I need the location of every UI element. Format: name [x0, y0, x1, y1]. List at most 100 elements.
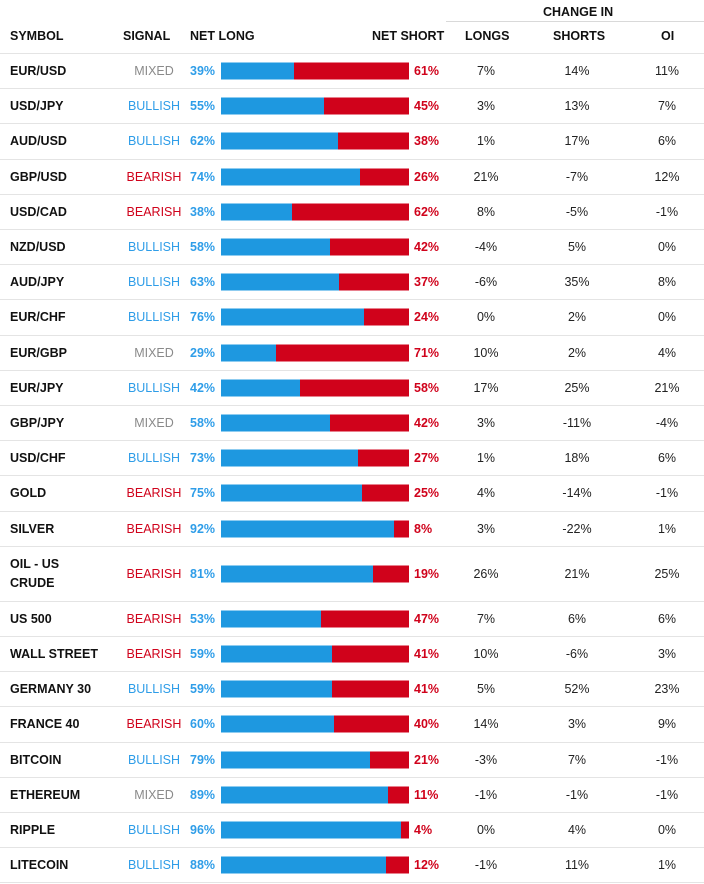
net-long-value: 63% [190, 275, 216, 290]
net-short-value: 21% [414, 752, 440, 767]
change-shorts-value: 5% [567, 240, 587, 255]
net-long-fill [221, 786, 389, 804]
change-oi-value: 0% [657, 310, 677, 325]
change-oi-value: -1% [655, 204, 679, 219]
signal-label: BULLISH [127, 380, 181, 395]
net-long-fill [221, 610, 321, 628]
symbol-label: BITCOIN [10, 752, 62, 767]
change-shorts-value: -6% [565, 647, 589, 662]
table-row[interactable]: LITECOIN BULLISH 88% 12% -1% 11% 1% [0, 848, 704, 884]
net-long-fill [221, 273, 340, 291]
change-longs-value: -1% [474, 787, 498, 802]
change-shorts-value: 13% [564, 99, 590, 114]
net-long-fill [221, 565, 374, 583]
change-shorts-value: 18% [564, 451, 590, 466]
table-row[interactable]: SILVER BEARISH 92% 8% 3% -22% 1% [0, 512, 704, 547]
net-long-fill [221, 132, 338, 150]
change-longs-value: 4% [476, 486, 496, 501]
signal-label: BULLISH [127, 240, 181, 255]
net-long-value: 92% [190, 521, 216, 536]
symbol-label: EUR/CHF [10, 310, 66, 325]
change-shorts-value: 3% [567, 717, 587, 732]
change-shorts-value: -1% [565, 787, 589, 802]
table-row[interactable]: OIL - US CRUDE BEARISH 81% 19% 26% 21% 25% [0, 547, 704, 602]
symbol-label: LITECOIN [10, 858, 69, 873]
change-longs-value: -3% [474, 752, 498, 767]
signal-label: BULLISH [127, 451, 181, 466]
net-short-value: 62% [414, 204, 440, 219]
sentiment-bar [221, 610, 409, 628]
change-shorts-value: 52% [564, 682, 590, 697]
change-oi-value: -4% [655, 416, 679, 431]
change-in-divider [446, 21, 704, 22]
change-longs-value: 1% [476, 134, 496, 149]
signal-label: BULLISH [127, 858, 181, 873]
net-short-value: 24% [414, 310, 440, 325]
table-row[interactable]: GBP/USD BEARISH 74% 26% 21% -7% 12% [0, 160, 704, 195]
symbol-label: NZD/USD [10, 240, 66, 255]
table-row[interactable]: FRANCE 40 BEARISH 60% 40% 14% 3% 9% [0, 707, 704, 743]
table-row[interactable]: RIPPLE BULLISH 96% 4% 0% 4% 0% [0, 813, 704, 849]
symbol-label: GERMANY 30 [10, 682, 92, 697]
table-row[interactable]: WALL STREET BEARISH 59% 41% 10% -6% 3% [0, 637, 704, 673]
signal-label: BULLISH [127, 99, 181, 114]
change-longs-value: 21% [473, 169, 499, 184]
table-row[interactable]: EUR/CHF BULLISH 76% 24% 0% 2% 0% [0, 300, 704, 336]
signal-label: BEARISH [126, 169, 182, 184]
sentiment-bar [221, 645, 409, 663]
symbol-label: FRANCE 40 [10, 717, 80, 732]
change-shorts-value: 11% [564, 858, 590, 873]
net-long-fill [221, 97, 325, 115]
symbol-label: USD/JPY [10, 99, 64, 114]
table-row[interactable]: EUR/GBP MIXED 29% 71% 10% 2% 4% [0, 336, 704, 371]
change-shorts-value: -14% [562, 486, 592, 501]
symbol-label: ETHEREUM [10, 787, 81, 802]
net-long-value: 59% [190, 682, 216, 697]
change-shorts-value: 2% [567, 310, 587, 325]
table-row[interactable]: USD/JPY BULLISH 55% 45% 3% 13% 7% [0, 89, 704, 125]
table-row[interactable]: NZD/USD BULLISH 58% 42% -4% 5% 0% [0, 230, 704, 266]
change-longs-value: -4% [474, 240, 498, 255]
net-short-value: 12% [414, 858, 440, 873]
symbol-label: RIPPLE [10, 823, 56, 838]
net-short-value: 4% [414, 823, 433, 838]
change-longs-value: 7% [476, 611, 496, 626]
change-longs-value: 10% [473, 647, 499, 662]
table-row[interactable]: AUD/JPY BULLISH 63% 37% -6% 35% 8% [0, 265, 704, 301]
net-long-fill [221, 414, 331, 432]
change-oi-value: 25% [654, 566, 680, 581]
table-row[interactable]: US 500 BEARISH 53% 47% 7% 6% 6% [0, 602, 704, 637]
header-signal: SIGNAL [123, 29, 171, 43]
header-symbol: SYMBOL [10, 29, 64, 43]
table-row[interactable]: USD/CAD BEARISH 38% 62% 8% -5% -1% [0, 195, 704, 230]
change-oi-value: 3% [657, 647, 677, 662]
net-long-value: 74% [190, 169, 216, 184]
table-row[interactable]: BITCOIN BULLISH 79% 21% -3% 7% -1% [0, 743, 704, 778]
symbol-label: GBP/USD [10, 169, 67, 184]
sentiment-bar [221, 168, 409, 186]
change-longs-value: 3% [476, 416, 496, 431]
sentiment-bar [221, 856, 409, 874]
table-row[interactable]: EUR/USD MIXED 39% 61% 7% 14% 11% [0, 54, 704, 90]
change-oi-value: 1% [657, 521, 677, 536]
change-oi-value: 6% [657, 134, 677, 149]
net-long-fill [221, 379, 300, 397]
net-long-value: 60% [190, 717, 216, 732]
net-long-fill [221, 449, 359, 467]
net-long-value: 29% [190, 345, 216, 360]
table-row[interactable]: AUD/USD BULLISH 62% 38% 1% 17% 6% [0, 124, 704, 160]
table-row[interactable]: GERMANY 30 BULLISH 59% 41% 5% 52% 23% [0, 672, 704, 708]
change-oi-value: 6% [657, 611, 677, 626]
symbol-label: SILVER [10, 521, 55, 536]
change-oi-value: -1% [655, 486, 679, 501]
table-row[interactable]: GOLD BEARISH 75% 25% 4% -14% -1% [0, 476, 704, 512]
sentiment-bar [221, 203, 409, 221]
signal-label: BULLISH [127, 682, 181, 697]
table-row[interactable]: EUR/JPY BULLISH 42% 58% 17% 25% 21% [0, 371, 704, 406]
header-shorts: SHORTS [553, 29, 606, 43]
sentiment-bar [221, 565, 409, 583]
table-row[interactable]: USD/CHF BULLISH 73% 27% 1% 18% 6% [0, 441, 704, 477]
table-row[interactable]: GBP/JPY MIXED 58% 42% 3% -11% -4% [0, 406, 704, 442]
table-row[interactable]: ETHEREUM MIXED 89% 11% -1% -1% -1% [0, 778, 704, 813]
